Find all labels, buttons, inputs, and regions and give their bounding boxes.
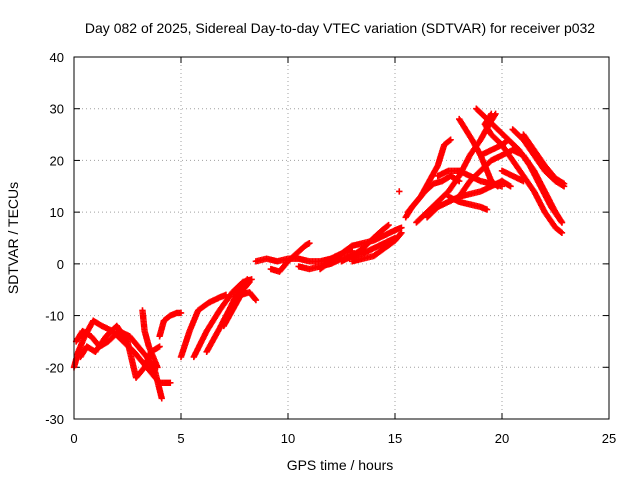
data-point-marker — [507, 183, 514, 190]
y-tick-label: 40 — [50, 50, 64, 65]
x-tick-label: 10 — [281, 431, 295, 446]
series-sat-z — [473, 105, 566, 226]
x-tick-label: 20 — [495, 431, 509, 446]
data-point-marker — [306, 239, 313, 247]
data-point-marker — [384, 222, 391, 230]
series-sat-ae — [498, 167, 527, 185]
series-sat-p — [349, 229, 405, 265]
data-points — [70, 105, 568, 402]
y-tick-label: -30 — [45, 412, 64, 427]
series-sat-l — [267, 239, 313, 275]
plot-frame — [73, 56, 610, 420]
y-tick-label: 10 — [50, 205, 64, 220]
data-point-marker — [446, 137, 453, 144]
data-point-marker — [558, 229, 566, 237]
series-sat-c — [77, 322, 163, 381]
data-point-marker — [494, 183, 501, 190]
y-tick-label: -10 — [45, 309, 64, 324]
series-sat-d — [139, 307, 161, 371]
data-point-marker — [245, 279, 252, 287]
data-point-marker — [398, 229, 405, 237]
data-point-marker — [557, 228, 565, 236]
series-sat-f — [177, 291, 230, 361]
data-point-marker — [560, 180, 568, 187]
data-point-marker — [520, 177, 527, 185]
x-tick-label: 25 — [602, 431, 616, 446]
x-tick-label: 15 — [388, 431, 402, 446]
y-tick-label: -20 — [45, 360, 64, 375]
data-point-marker — [177, 309, 185, 317]
data-point-marker — [252, 296, 260, 304]
series-sat-w — [445, 193, 491, 213]
x-tick-label: 5 — [177, 431, 184, 446]
data-point-marker — [158, 395, 165, 402]
data-point-marker — [385, 221, 392, 229]
data-point-marker — [505, 136, 512, 143]
data-point-marker — [558, 219, 566, 226]
chart-title: Day 082 of 2025, Sidereal Day-to-day VTE… — [85, 20, 595, 36]
series-sat-q — [396, 188, 403, 195]
y-tick-label: 30 — [50, 102, 64, 117]
x-axis-label: GPS time / hours — [287, 457, 394, 473]
data-point-marker — [156, 343, 163, 350]
data-point-marker — [154, 364, 161, 371]
data-point-marker — [397, 230, 404, 238]
y-tick-label: 20 — [50, 153, 64, 168]
series-sat-ac — [520, 131, 568, 187]
series-sat-ad — [477, 136, 512, 159]
data-point-marker — [493, 182, 500, 189]
y-tick-label: 0 — [57, 257, 64, 272]
series-sat-o — [338, 221, 392, 265]
y-axis-label: SDTVAR / TECUs — [5, 182, 21, 294]
series-sat-y — [456, 115, 501, 190]
data-point-marker — [557, 217, 565, 225]
data-point-marker — [167, 379, 174, 386]
data-point-marker — [447, 136, 454, 143]
x-tick-label: 0 — [70, 431, 77, 446]
series-sat-j — [231, 278, 253, 309]
series-sat-e — [156, 309, 185, 340]
data-point-marker — [483, 206, 491, 213]
data-point-marker — [246, 278, 253, 286]
data-point-marker — [396, 188, 403, 195]
data-point-marker — [251, 295, 259, 303]
data-point-marker — [504, 137, 511, 144]
